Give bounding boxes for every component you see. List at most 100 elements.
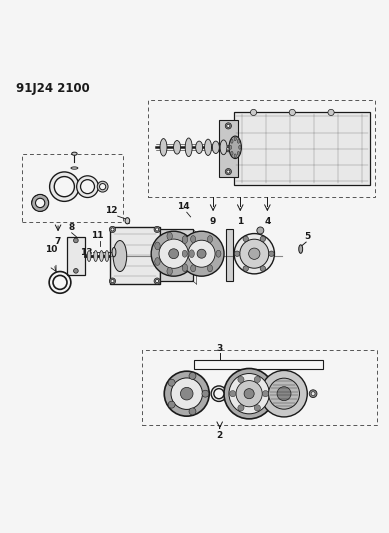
- Ellipse shape: [220, 140, 227, 155]
- Bar: [194, 360, 323, 369]
- Circle shape: [179, 231, 224, 276]
- Circle shape: [236, 381, 262, 407]
- Ellipse shape: [100, 251, 103, 262]
- Circle shape: [53, 276, 67, 289]
- Text: 9: 9: [210, 217, 216, 226]
- Circle shape: [229, 374, 269, 414]
- Circle shape: [244, 389, 254, 399]
- Text: 10: 10: [45, 245, 57, 254]
- Circle shape: [154, 227, 160, 232]
- Text: 2: 2: [217, 431, 223, 440]
- Circle shape: [234, 233, 275, 274]
- Bar: [159, 229, 193, 281]
- Circle shape: [168, 379, 175, 386]
- Ellipse shape: [234, 137, 237, 141]
- Circle shape: [224, 368, 274, 419]
- Circle shape: [254, 376, 260, 383]
- Ellipse shape: [167, 268, 172, 275]
- Ellipse shape: [160, 139, 167, 156]
- Circle shape: [289, 109, 295, 116]
- Circle shape: [168, 401, 175, 408]
- Circle shape: [189, 408, 196, 415]
- Ellipse shape: [239, 146, 241, 149]
- Circle shape: [109, 278, 116, 284]
- Ellipse shape: [182, 236, 187, 244]
- Circle shape: [225, 168, 231, 175]
- Ellipse shape: [212, 141, 219, 154]
- Ellipse shape: [196, 141, 203, 154]
- Ellipse shape: [94, 251, 98, 262]
- Text: 5: 5: [304, 232, 310, 241]
- Circle shape: [188, 240, 215, 267]
- Ellipse shape: [155, 257, 160, 265]
- Ellipse shape: [234, 154, 237, 158]
- Ellipse shape: [155, 242, 160, 250]
- Circle shape: [260, 266, 266, 271]
- Ellipse shape: [216, 250, 221, 257]
- Ellipse shape: [113, 240, 127, 271]
- Text: 13: 13: [80, 248, 93, 257]
- Text: 1: 1: [237, 217, 244, 226]
- Circle shape: [169, 249, 179, 259]
- Circle shape: [238, 376, 244, 383]
- Text: 11: 11: [91, 231, 103, 240]
- Circle shape: [111, 228, 114, 231]
- Text: 3: 3: [217, 344, 223, 353]
- Ellipse shape: [299, 245, 303, 253]
- Circle shape: [81, 180, 95, 193]
- Bar: [22, 154, 123, 222]
- Circle shape: [230, 391, 236, 397]
- Ellipse shape: [191, 265, 196, 272]
- Circle shape: [74, 238, 78, 243]
- Circle shape: [227, 170, 230, 173]
- Circle shape: [171, 378, 202, 409]
- Circle shape: [156, 228, 159, 231]
- Circle shape: [77, 176, 98, 198]
- Circle shape: [235, 251, 240, 256]
- Circle shape: [97, 181, 108, 192]
- Circle shape: [202, 390, 209, 397]
- Ellipse shape: [237, 139, 240, 143]
- Bar: [219, 120, 238, 177]
- Circle shape: [243, 266, 249, 271]
- Text: 4: 4: [264, 217, 271, 226]
- Ellipse shape: [167, 232, 172, 240]
- Bar: [142, 350, 377, 425]
- Circle shape: [269, 251, 274, 256]
- Circle shape: [249, 248, 260, 260]
- Bar: [110, 227, 159, 284]
- Ellipse shape: [231, 151, 233, 155]
- Ellipse shape: [231, 139, 233, 143]
- Circle shape: [180, 387, 193, 400]
- Circle shape: [309, 390, 317, 398]
- Ellipse shape: [205, 139, 212, 156]
- Bar: [234, 112, 370, 185]
- Circle shape: [156, 279, 159, 282]
- Ellipse shape: [173, 141, 180, 154]
- Circle shape: [32, 195, 49, 212]
- Ellipse shape: [105, 251, 109, 262]
- Circle shape: [251, 109, 257, 116]
- Text: 8: 8: [68, 223, 75, 232]
- Circle shape: [100, 183, 106, 190]
- Ellipse shape: [125, 217, 130, 224]
- Circle shape: [254, 405, 260, 411]
- Circle shape: [243, 236, 249, 241]
- Circle shape: [35, 198, 45, 207]
- Circle shape: [238, 405, 244, 411]
- Text: 91J24 2100: 91J24 2100: [16, 83, 90, 95]
- Circle shape: [197, 249, 206, 258]
- Ellipse shape: [87, 251, 91, 262]
- Circle shape: [214, 389, 224, 399]
- Circle shape: [151, 231, 196, 276]
- Ellipse shape: [191, 236, 196, 243]
- Ellipse shape: [182, 264, 187, 272]
- Ellipse shape: [182, 250, 187, 257]
- Circle shape: [328, 109, 334, 116]
- Ellipse shape: [185, 138, 192, 157]
- Ellipse shape: [112, 247, 116, 257]
- Circle shape: [164, 371, 209, 416]
- Circle shape: [268, 378, 300, 409]
- Circle shape: [311, 392, 315, 395]
- Ellipse shape: [230, 146, 232, 149]
